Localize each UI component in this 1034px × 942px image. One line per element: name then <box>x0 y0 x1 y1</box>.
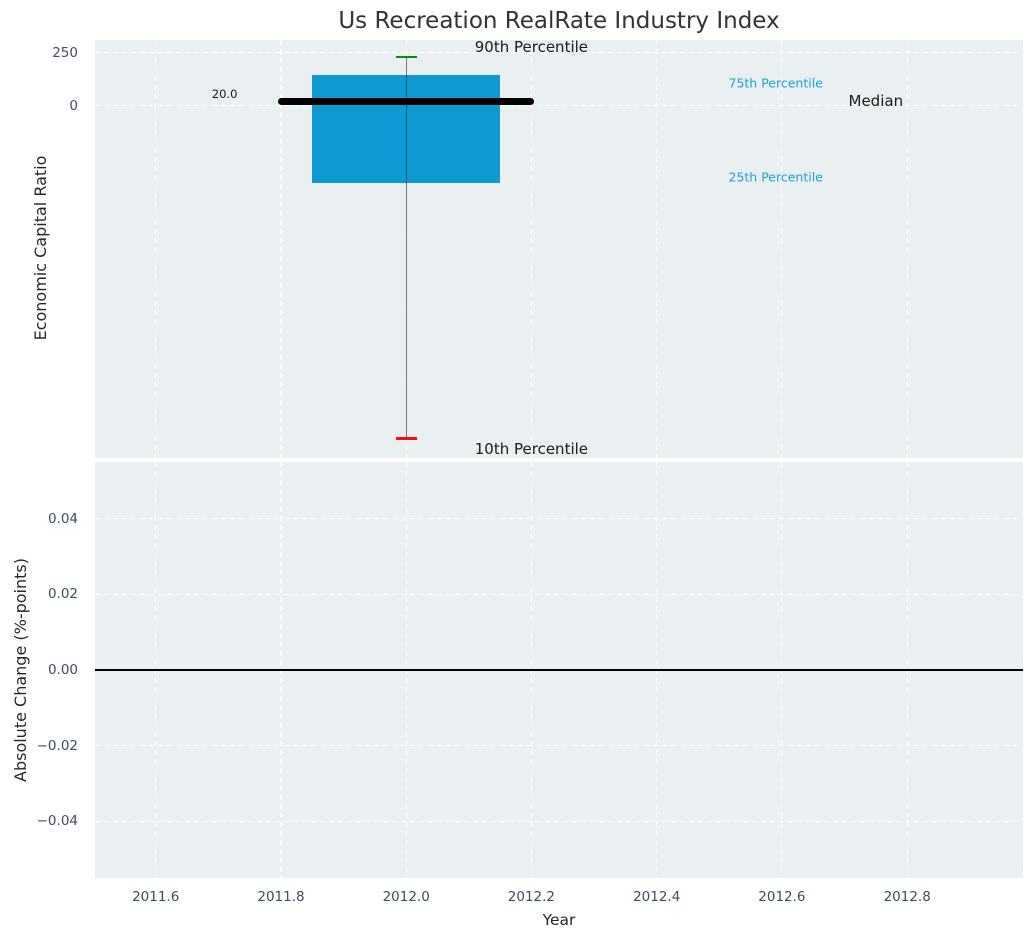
gridline-y <box>95 745 1023 747</box>
gridline-y <box>95 593 1023 595</box>
annotation-median: Median <box>848 92 904 110</box>
gridline-x <box>280 40 282 458</box>
plot-area-top <box>95 40 1023 458</box>
zero-line <box>95 669 1023 671</box>
y-tick-label: 0.00 <box>47 662 78 678</box>
gridline-x <box>656 40 658 458</box>
x-axis-label: Year <box>542 911 576 929</box>
gridline-x <box>155 40 157 458</box>
annotation-25th-percentile: 25th Percentile <box>728 169 823 184</box>
annotation-75th-percentile: 75th Percentile <box>728 75 823 91</box>
gridline-y <box>95 105 1023 107</box>
gridline-y <box>95 820 1023 822</box>
x-tick-label: 2012.2 <box>507 889 556 905</box>
gridline-x <box>906 40 908 458</box>
y-axis-label-top: Economic Capital Ratio <box>31 155 50 341</box>
x-tick-label: 2011.8 <box>257 889 305 905</box>
y-tick-label: 250 <box>52 44 78 61</box>
annotation-10th-percentile: 10th Percentile <box>474 440 589 459</box>
whisker-cap-10th <box>395 437 417 440</box>
x-tick-label: 2011.6 <box>132 889 180 905</box>
whisker-line <box>405 56 407 439</box>
y-tick-label: −0.02 <box>36 737 78 754</box>
y-tick-label: −0.04 <box>36 813 78 830</box>
y-tick-label: 0 <box>69 97 78 114</box>
gridline-x <box>530 40 532 458</box>
annotation-20-0: 20.0 <box>211 86 238 101</box>
whisker-cap-90th <box>395 55 417 59</box>
gridline-x <box>781 40 783 458</box>
y-tick-label: 0.02 <box>47 586 78 603</box>
chart-title: Us Recreation RealRate Industry Index <box>338 8 780 34</box>
annotation-90th-percentile: 90th Percentile <box>474 37 589 56</box>
x-tick-label: 2012.4 <box>633 889 681 905</box>
gridline-y <box>95 518 1023 520</box>
x-tick-label: 2012.0 <box>382 889 430 905</box>
y-tick-label: 0.04 <box>47 510 78 527</box>
x-tick-label: 2012.6 <box>758 889 806 905</box>
gridline-y <box>95 52 1023 54</box>
median-line <box>277 97 535 105</box>
x-tick-label: 2012.8 <box>883 889 931 905</box>
